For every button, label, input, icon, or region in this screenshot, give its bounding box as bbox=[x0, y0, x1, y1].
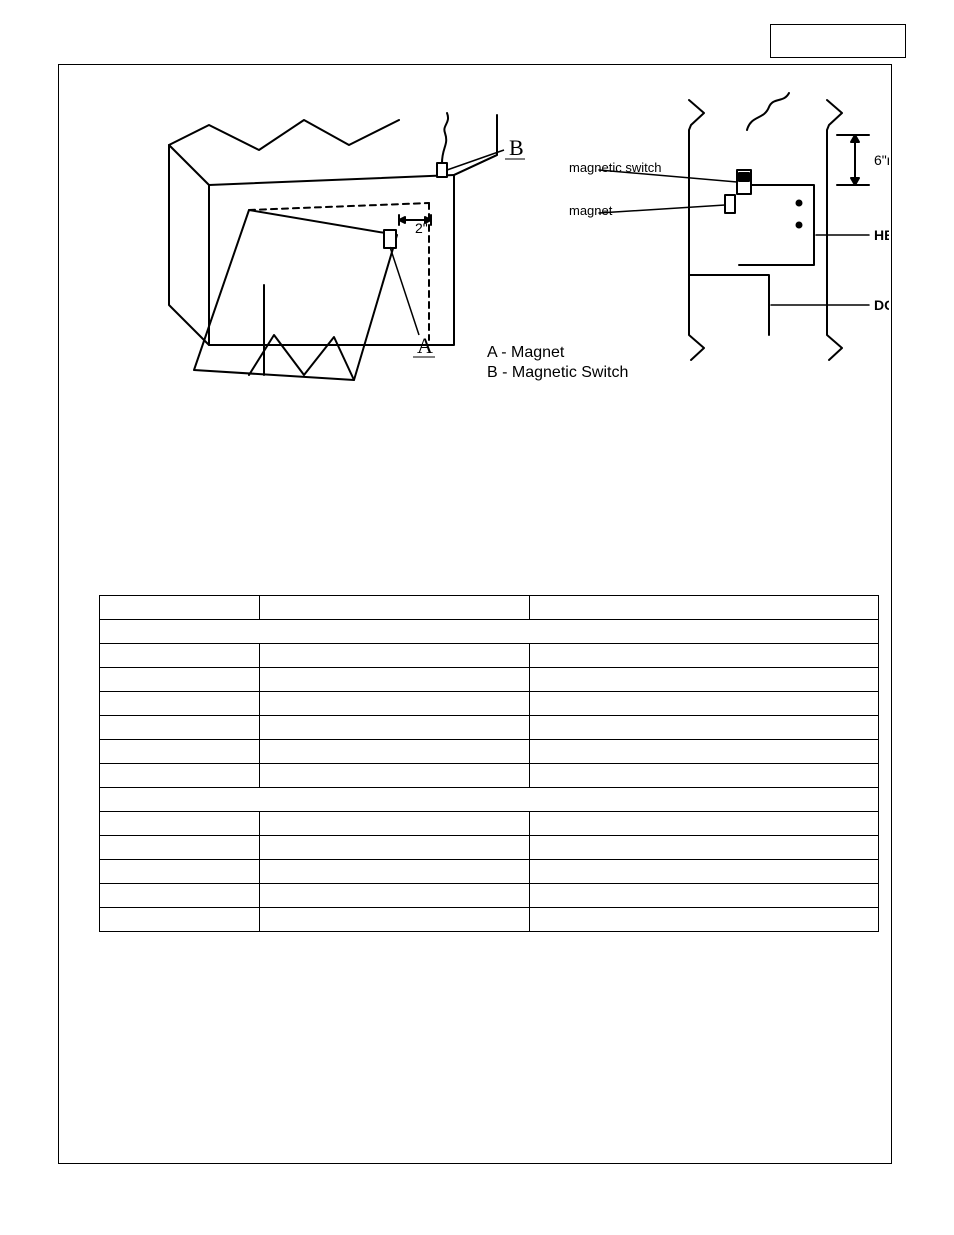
cell bbox=[100, 668, 260, 692]
cell bbox=[530, 812, 879, 836]
legend-line-a: A - Magnet bbox=[487, 343, 628, 363]
cell bbox=[530, 668, 879, 692]
page-frame: 2" B A bbox=[58, 64, 892, 1164]
cell bbox=[260, 644, 530, 668]
table-row bbox=[100, 668, 879, 692]
cell bbox=[530, 692, 879, 716]
cell bbox=[100, 644, 260, 668]
section-title-0 bbox=[100, 620, 879, 644]
cell bbox=[260, 692, 530, 716]
parts-table bbox=[99, 595, 879, 932]
section-header-row bbox=[100, 620, 879, 644]
cell bbox=[260, 764, 530, 788]
cell bbox=[100, 692, 260, 716]
section-header-row bbox=[100, 788, 879, 812]
table-row bbox=[100, 716, 879, 740]
cell bbox=[530, 716, 879, 740]
table-row bbox=[100, 860, 879, 884]
cell bbox=[260, 740, 530, 764]
cell bbox=[530, 836, 879, 860]
table-row bbox=[100, 884, 879, 908]
cell bbox=[100, 908, 260, 932]
cell bbox=[260, 836, 530, 860]
cell bbox=[260, 716, 530, 740]
table-row bbox=[100, 644, 879, 668]
label-magnetic-switch: magnetic switch bbox=[569, 160, 661, 175]
col-header-a bbox=[100, 596, 260, 620]
cell bbox=[530, 764, 879, 788]
legend-line-b: B - Magnetic Switch bbox=[487, 363, 628, 383]
cell bbox=[260, 884, 530, 908]
page-header-box bbox=[770, 24, 906, 58]
cell bbox=[530, 908, 879, 932]
parts-table-wrap bbox=[99, 595, 879, 932]
callout-a-letter: A bbox=[417, 333, 433, 358]
table-header-row bbox=[100, 596, 879, 620]
table-row bbox=[100, 740, 879, 764]
table-row bbox=[100, 812, 879, 836]
col-header-c bbox=[530, 596, 879, 620]
cell bbox=[260, 860, 530, 884]
table-row bbox=[100, 692, 879, 716]
label-door: DOOR bbox=[874, 297, 889, 313]
cell bbox=[260, 668, 530, 692]
table-row bbox=[100, 836, 879, 860]
diagram-area: 2" B A bbox=[99, 75, 889, 405]
cell bbox=[260, 812, 530, 836]
col-header-b bbox=[260, 596, 530, 620]
cell bbox=[530, 644, 879, 668]
section-title-1 bbox=[100, 788, 879, 812]
cell bbox=[100, 860, 260, 884]
cell bbox=[100, 764, 260, 788]
cell bbox=[100, 716, 260, 740]
label-magnet: magnet bbox=[569, 203, 613, 218]
cell bbox=[100, 740, 260, 764]
diagram-legend: A - Magnet B - Magnetic Switch bbox=[487, 343, 628, 383]
cell bbox=[100, 812, 260, 836]
label-6min: 6"min bbox=[874, 152, 889, 168]
dim-2in-label: 2" bbox=[415, 220, 428, 236]
callout-b-letter: B bbox=[509, 135, 524, 160]
label-heater: HEATER bbox=[874, 227, 889, 243]
cell bbox=[530, 884, 879, 908]
cell bbox=[260, 908, 530, 932]
cell bbox=[530, 740, 879, 764]
table-row bbox=[100, 764, 879, 788]
cell bbox=[530, 860, 879, 884]
cell bbox=[100, 836, 260, 860]
table-row bbox=[100, 908, 879, 932]
cell bbox=[100, 884, 260, 908]
